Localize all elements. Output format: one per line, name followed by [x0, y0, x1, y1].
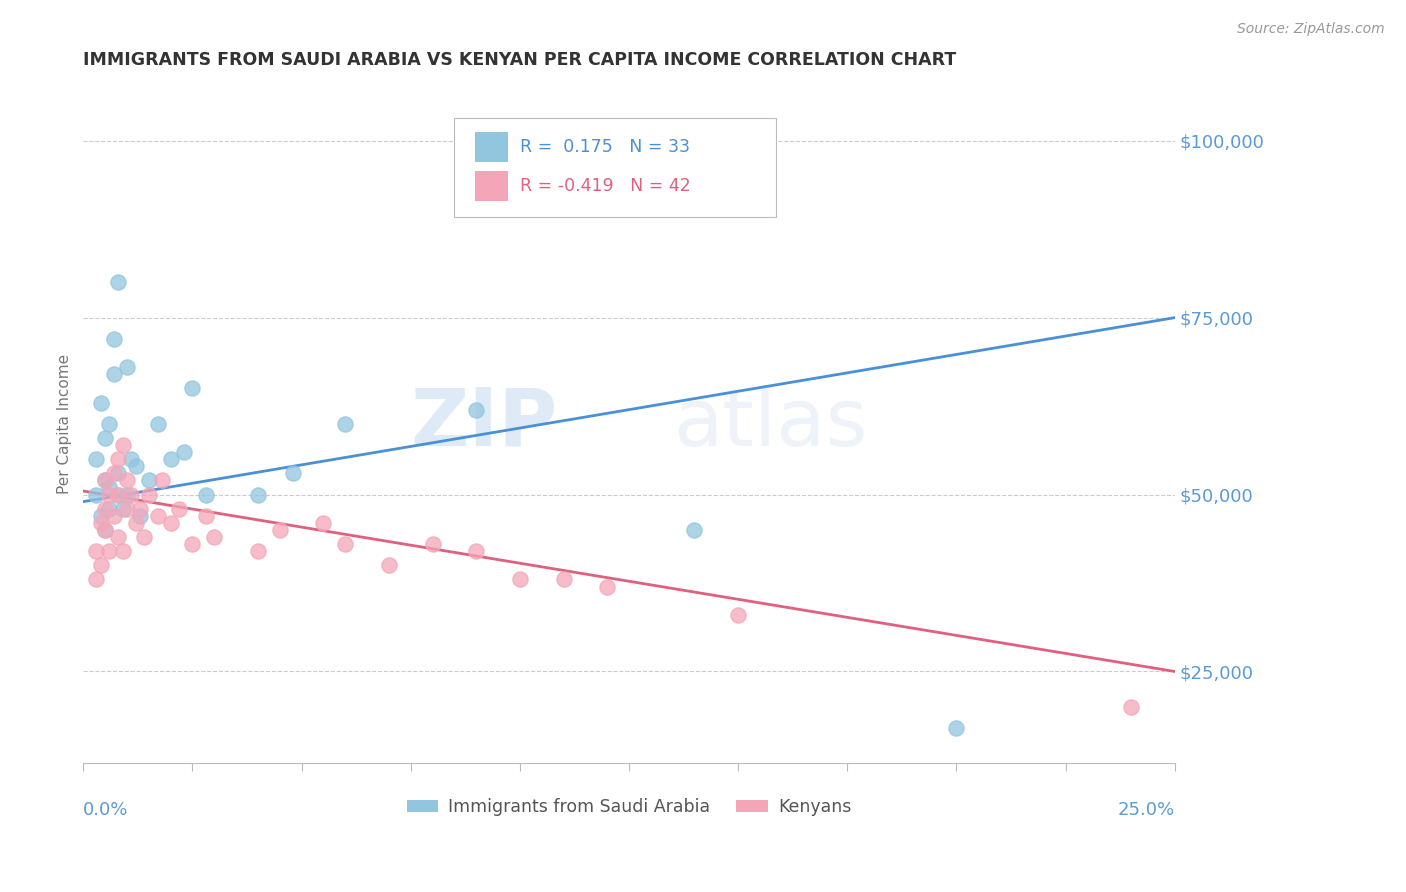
Point	[107, 275, 129, 289]
Text: IMMIGRANTS FROM SAUDI ARABIA VS KENYAN PER CAPITA INCOME CORRELATION CHART: IMMIGRANTS FROM SAUDI ARABIA VS KENYAN P…	[83, 51, 956, 69]
Point	[90, 558, 112, 573]
Point	[111, 438, 134, 452]
Point	[94, 431, 117, 445]
FancyBboxPatch shape	[454, 118, 776, 217]
Point	[129, 501, 152, 516]
Point	[553, 573, 575, 587]
FancyBboxPatch shape	[475, 171, 508, 201]
Point	[194, 487, 217, 501]
Point	[120, 452, 142, 467]
Point	[146, 508, 169, 523]
Point	[115, 487, 138, 501]
Point	[683, 523, 706, 537]
Point	[111, 501, 134, 516]
Text: R = -0.419   N = 42: R = -0.419 N = 42	[520, 177, 690, 195]
Point	[335, 417, 357, 431]
Point	[181, 537, 204, 551]
Point	[173, 445, 195, 459]
Point	[107, 487, 129, 501]
Point	[90, 516, 112, 530]
Point	[246, 544, 269, 558]
Point	[94, 474, 117, 488]
Point	[86, 487, 108, 501]
Text: atlas: atlas	[672, 384, 868, 463]
Point	[194, 508, 217, 523]
Point	[94, 523, 117, 537]
Point	[103, 332, 125, 346]
Text: R =  0.175   N = 33: R = 0.175 N = 33	[520, 138, 690, 156]
Point	[107, 452, 129, 467]
Text: 0.0%: 0.0%	[83, 801, 129, 819]
Point	[169, 501, 191, 516]
Point	[94, 501, 117, 516]
Point	[115, 360, 138, 375]
Point	[335, 537, 357, 551]
Point	[98, 501, 121, 516]
Point	[115, 501, 138, 516]
Point	[115, 474, 138, 488]
Point	[90, 395, 112, 409]
Text: 25.0%: 25.0%	[1118, 801, 1175, 819]
Point	[129, 508, 152, 523]
Point	[727, 607, 749, 622]
Point	[86, 573, 108, 587]
Point	[159, 516, 181, 530]
Point	[125, 516, 148, 530]
FancyBboxPatch shape	[475, 132, 508, 162]
Text: ZIP: ZIP	[411, 384, 558, 463]
Point	[465, 544, 488, 558]
Point	[596, 580, 619, 594]
Point	[1119, 699, 1142, 714]
Legend: Immigrants from Saudi Arabia, Kenyans: Immigrants from Saudi Arabia, Kenyans	[399, 791, 859, 822]
Point	[465, 402, 488, 417]
Point	[86, 544, 108, 558]
Point	[281, 467, 304, 481]
Point	[103, 368, 125, 382]
Point	[138, 487, 160, 501]
Text: Source: ZipAtlas.com: Source: ZipAtlas.com	[1237, 22, 1385, 37]
Point	[146, 417, 169, 431]
Point	[422, 537, 444, 551]
Point	[107, 530, 129, 544]
Point	[945, 721, 967, 735]
Point	[269, 523, 291, 537]
Point	[181, 381, 204, 395]
Point	[94, 474, 117, 488]
Point	[98, 417, 121, 431]
Point	[312, 516, 335, 530]
Point	[90, 508, 112, 523]
Point	[150, 474, 173, 488]
Point	[202, 530, 225, 544]
Point	[103, 467, 125, 481]
Point	[125, 459, 148, 474]
Point	[134, 530, 156, 544]
Y-axis label: Per Capita Income: Per Capita Income	[58, 354, 72, 494]
Point	[246, 487, 269, 501]
Point	[94, 523, 117, 537]
Point	[138, 474, 160, 488]
Point	[103, 508, 125, 523]
Point	[111, 544, 134, 558]
Point	[120, 487, 142, 501]
Point	[159, 452, 181, 467]
Point	[107, 487, 129, 501]
Point	[509, 573, 531, 587]
Point	[86, 452, 108, 467]
Point	[98, 487, 121, 501]
Point	[378, 558, 401, 573]
Point	[98, 544, 121, 558]
Point	[98, 481, 121, 495]
Point	[107, 467, 129, 481]
